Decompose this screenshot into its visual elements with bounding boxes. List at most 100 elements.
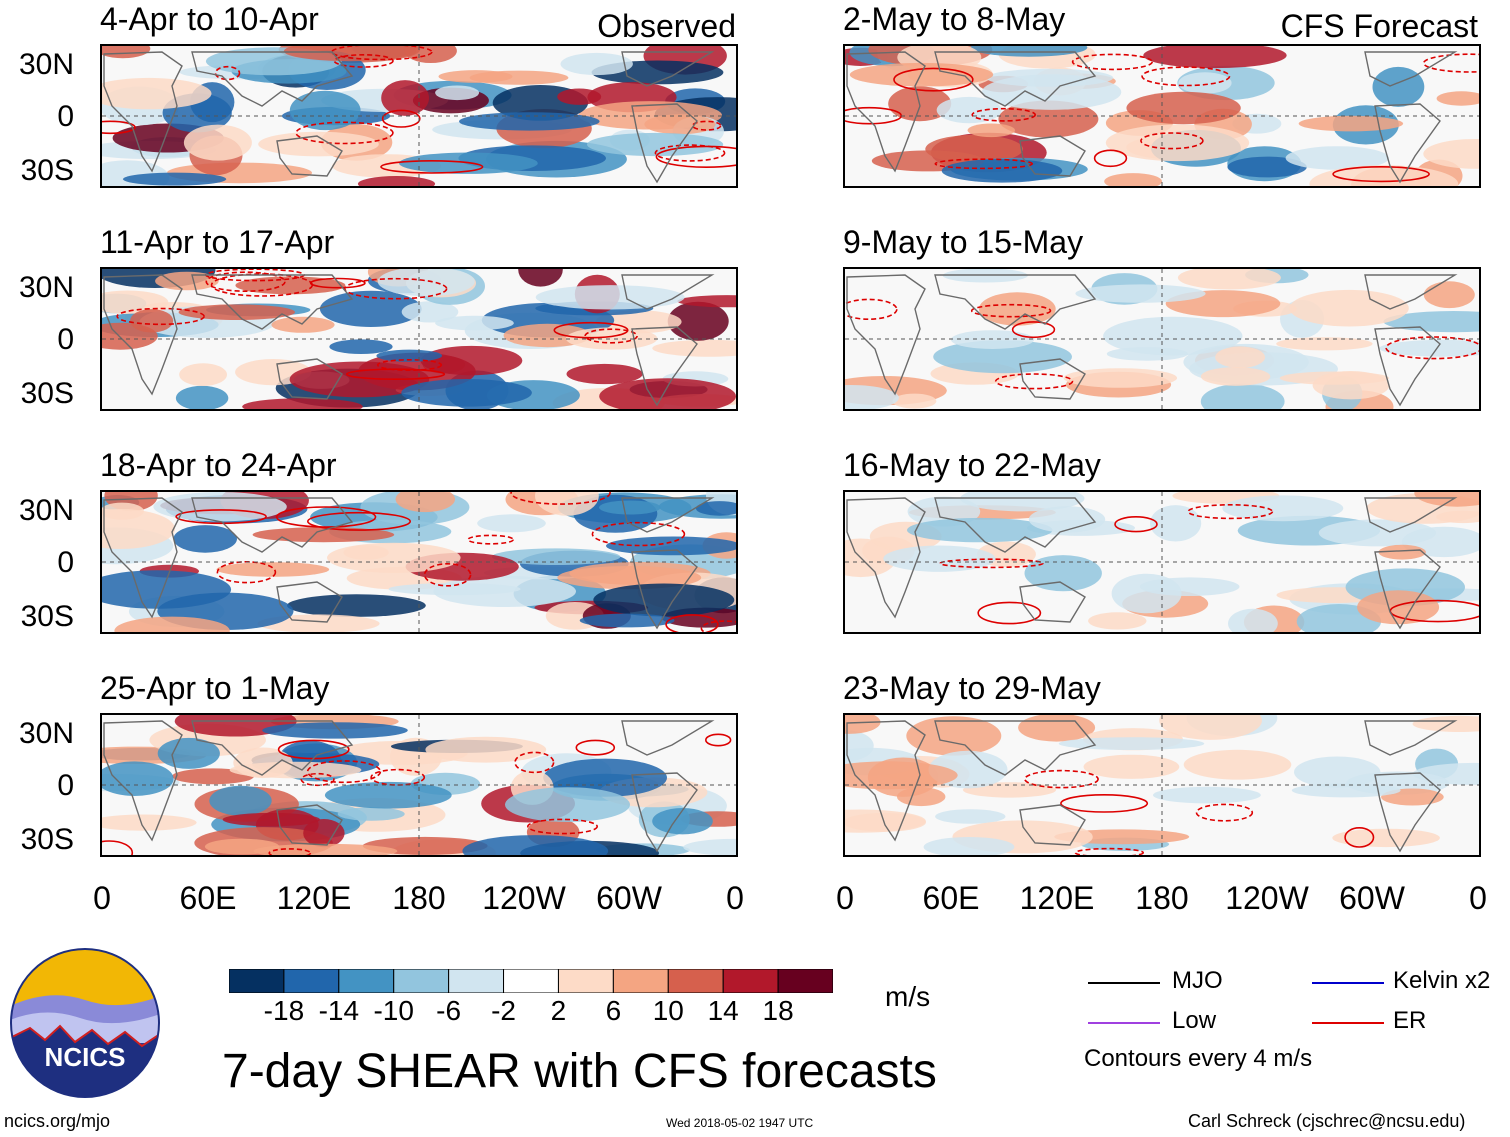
er-contour [102, 120, 136, 135]
colorbar [228, 968, 834, 994]
er-contour [704, 733, 732, 747]
shear-anomaly-area [425, 736, 547, 763]
er-contour [1344, 827, 1375, 848]
er-contour [514, 751, 555, 774]
colorbar-swatch [503, 968, 559, 994]
er-contour [381, 109, 421, 128]
shear-anomaly-area [1183, 749, 1292, 780]
shear-anomaly-area [557, 566, 702, 590]
lon-label: 0 [1469, 880, 1487, 916]
lon-label: 120W [1225, 880, 1309, 916]
lon-label: 120E [1019, 880, 1095, 916]
shear-anomaly-area [1298, 115, 1404, 132]
shear-anomaly-area [652, 808, 713, 835]
shear-anomaly-area [183, 124, 252, 161]
shear-anomaly-area [130, 309, 174, 333]
coastline [1374, 326, 1441, 407]
shear-anomaly-area [1312, 371, 1390, 400]
shear-anomaly-area [395, 492, 455, 513]
footer-url[interactable]: ncics.org/mjo [4, 1111, 111, 1131]
shear-anomaly-area [1150, 505, 1202, 542]
lat-label: 30N [18, 48, 74, 81]
er-contour [526, 818, 598, 835]
coastline [846, 51, 926, 173]
er-contour [300, 772, 335, 787]
shear-anomaly-area [178, 304, 295, 320]
coastline [191, 497, 354, 553]
coastline [1374, 772, 1441, 853]
shear-anomaly-area [518, 269, 563, 287]
lon-label: 120W [482, 880, 566, 916]
lat-label: 30S [20, 154, 74, 187]
obs-period-2-title: 11-Apr to 17-Apr [100, 224, 335, 260]
coastline [1019, 581, 1086, 623]
observed-panel-2 [100, 267, 738, 411]
er-contour [345, 368, 446, 380]
shear-anomaly-area [173, 525, 237, 553]
shear-anomaly-area [907, 517, 1053, 543]
coastline [621, 720, 715, 756]
shear-anomaly-area [376, 349, 443, 362]
colorbar-swatch [393, 968, 450, 994]
legend-line-er [1312, 1022, 1384, 1024]
shear-anomaly-area [935, 809, 1006, 824]
cfs-forecast-label: CFS Forecast [1280, 8, 1478, 44]
coastline [1364, 274, 1458, 310]
lon-label: 60W [596, 880, 662, 916]
coastline [621, 497, 715, 533]
shear-anomaly-area [1436, 91, 1479, 106]
shear-anomaly-area [535, 285, 685, 310]
coastline [191, 274, 354, 330]
shear-map [845, 492, 1479, 632]
shear-anomaly-area [587, 132, 724, 157]
obs-period-3-title: 18-Apr to 24-Apr [100, 447, 337, 483]
er-contour [575, 739, 616, 756]
er-contour [553, 321, 629, 339]
colorbar-swatch [283, 968, 340, 994]
observed-panel-4 [100, 713, 738, 857]
shear-anomaly-area [923, 837, 1015, 855]
colorbar-tick-label: 18 [762, 995, 794, 1026]
coastline [934, 720, 1097, 776]
coastline [1364, 51, 1458, 87]
shear-anomaly-area [1291, 783, 1401, 798]
shear-anomaly-area [337, 807, 405, 821]
shear-anomaly-area [565, 327, 658, 350]
shear-anomaly-area [1177, 269, 1281, 290]
shear-anomaly-area [1414, 492, 1479, 507]
shear-anomaly-area [677, 295, 736, 308]
colorbar-swatch [722, 968, 779, 994]
coastline [631, 326, 698, 407]
shear-anomaly-area [1200, 383, 1285, 409]
shear-anomaly-area [1228, 608, 1278, 632]
lat-label: 30N [18, 717, 74, 750]
shear-anomaly-area [942, 269, 1028, 283]
shear-anomaly-area [1104, 173, 1162, 186]
coastline [276, 135, 343, 177]
shear-anomaly-area [1178, 72, 1232, 94]
shear-anomaly-area [469, 70, 569, 85]
shear-anomaly-area [327, 542, 461, 573]
shear-map [102, 46, 736, 186]
er-contour [1093, 149, 1128, 168]
er-contour [691, 120, 722, 131]
shear-anomaly-area [357, 176, 436, 186]
lat-label: 30S [20, 823, 74, 856]
colorbar-tick-label: -18 [263, 995, 305, 1026]
shear-anomaly-area [257, 614, 380, 632]
shear-anomaly-area [401, 301, 459, 323]
er-contour [205, 271, 286, 292]
shear-anomaly-area [1200, 367, 1271, 386]
colorbar-tick-label: -14 [318, 995, 360, 1026]
colorbar-tick-label: -10 [373, 995, 414, 1026]
shear-anomaly-area [566, 363, 643, 385]
legend-line-low [1088, 1022, 1160, 1024]
shear-anomaly-area [557, 88, 602, 105]
colorbar-tick-label: -2 [491, 995, 516, 1026]
legend-line-mjo [1088, 982, 1160, 984]
coastline [191, 720, 354, 776]
er-contour [275, 506, 377, 528]
ncics-logo-icon: NCICS [10, 948, 160, 1098]
lat-label: 0 [57, 546, 74, 579]
shear-anomaly-area [1412, 762, 1479, 785]
